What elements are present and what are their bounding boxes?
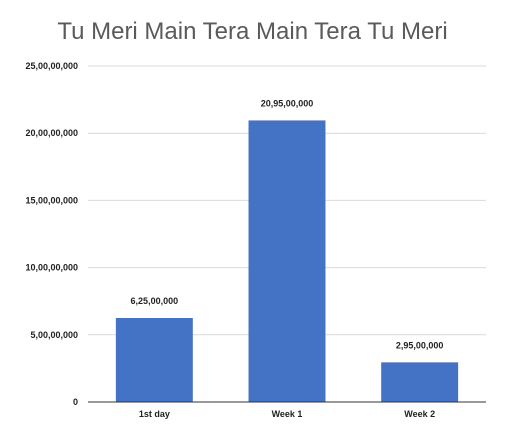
y-tick-label: 25,00,00,000 — [25, 61, 78, 71]
y-tick-label: 5,00,00,000 — [30, 330, 78, 340]
bar-week-2 — [381, 362, 459, 402]
data-label: 2,95,00,000 — [396, 340, 444, 350]
bar-1st-day — [115, 318, 193, 402]
y-tick-label: 15,00,00,000 — [25, 195, 78, 205]
y-axis-ticks: 0 5,00,00,000 10,00,00,000 15,00,00,000 20,0… — [25, 61, 78, 407]
data-labels: 6,25,00,000 20,95,00,000 2,95,00,000 — [131, 98, 444, 350]
data-label: 20,95,00,000 — [261, 98, 314, 108]
bars — [115, 120, 459, 402]
y-tick-label: 20,00,00,000 — [25, 128, 78, 138]
bar-week-1 — [248, 120, 326, 402]
chart-title: Tu Meri Main Tera Main Tera Tu Meri — [57, 18, 448, 45]
x-tick-label: 1st day — [139, 409, 170, 419]
y-tick-label: 10,00,00,000 — [25, 263, 78, 273]
x-axis-ticks: 1st day Week 1 Week 2 — [139, 409, 435, 419]
data-label: 6,25,00,000 — [131, 296, 179, 306]
y-tick-label: 0 — [73, 397, 78, 407]
x-tick-label: Week 1 — [272, 409, 303, 419]
x-tick-label: Week 2 — [404, 409, 435, 419]
